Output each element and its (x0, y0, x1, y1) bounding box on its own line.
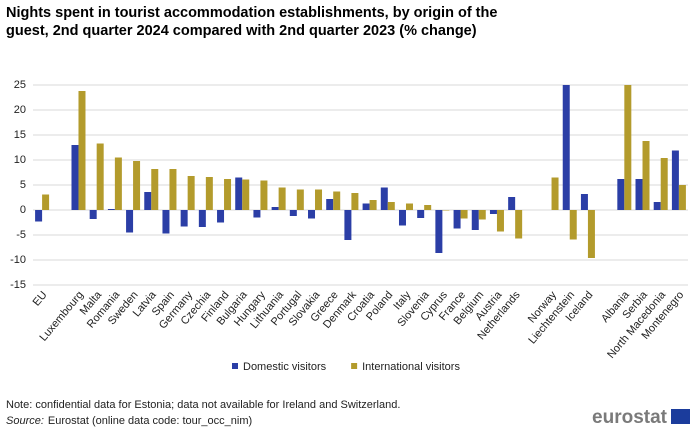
bar (96, 143, 104, 210)
y-tick-label: 10 (14, 154, 26, 166)
bar (271, 207, 279, 210)
y-tick-label: 20 (14, 104, 26, 116)
bar (242, 179, 250, 210)
bar (562, 85, 570, 210)
bar (217, 210, 225, 223)
bar (569, 210, 577, 240)
bar (133, 161, 141, 210)
bar (169, 169, 177, 210)
bar (308, 210, 316, 219)
bar (453, 210, 461, 229)
bar (278, 187, 286, 210)
bar (224, 179, 232, 210)
legend-label: International visitors (362, 361, 460, 373)
legend-swatch (351, 363, 358, 369)
bar (508, 197, 516, 210)
bar (333, 191, 341, 210)
bar (515, 210, 523, 239)
bar (653, 202, 661, 210)
bar (71, 145, 79, 210)
source: Eurostat (online data code: tour_occ_nim… (48, 415, 252, 427)
bar (380, 187, 388, 210)
chart-title: Nights spent in tourist accommodation es… (6, 5, 498, 39)
bar (362, 203, 370, 210)
bar (180, 210, 188, 227)
y-tick-label: -10 (10, 254, 26, 266)
bar (114, 157, 122, 210)
bar (435, 210, 443, 253)
y-tick-label: 5 (20, 179, 26, 191)
bar (107, 209, 115, 210)
bar (235, 177, 243, 210)
bar (624, 85, 632, 210)
bar (253, 210, 261, 218)
bar (671, 150, 679, 210)
bar (398, 210, 406, 226)
bar (460, 210, 468, 219)
bar (496, 210, 504, 232)
bar (424, 205, 432, 210)
bar (642, 141, 650, 210)
bar (162, 210, 170, 234)
bar (187, 176, 195, 210)
bar (678, 185, 686, 210)
bar (587, 210, 595, 258)
bar (387, 202, 395, 210)
bar (405, 203, 413, 210)
bar (296, 189, 304, 210)
bar (89, 210, 97, 219)
bar (126, 210, 134, 233)
x-tick-label: EU (31, 289, 50, 308)
y-tick-label: -15 (10, 279, 26, 291)
note: Note: confidential data for Estonia; dat… (6, 399, 400, 411)
bar (344, 210, 352, 240)
bar (442, 210, 450, 211)
bar (198, 210, 206, 227)
logo: eurostat (592, 407, 668, 428)
legend-label: Domestic visitors (243, 361, 327, 373)
legend-swatch (232, 363, 238, 369)
y-tick-label: -5 (16, 229, 26, 241)
bar (660, 158, 668, 210)
bar (478, 210, 486, 220)
bar (471, 210, 479, 230)
bar (551, 177, 559, 210)
bar (144, 192, 152, 210)
source-label: Source: (6, 415, 44, 427)
bar (35, 210, 43, 222)
bar (351, 193, 359, 210)
bar (635, 179, 643, 210)
bar (78, 91, 86, 210)
bar (369, 200, 377, 210)
bar (205, 177, 213, 210)
bar (151, 169, 159, 210)
bar (289, 210, 297, 216)
bar (580, 194, 588, 210)
bar (315, 189, 323, 210)
y-tick-label: 0 (20, 204, 26, 216)
bar (42, 194, 50, 210)
y-tick-label: 25 (14, 79, 26, 91)
bar (489, 210, 497, 214)
bar (617, 179, 625, 210)
y-tick-label: 15 (14, 129, 26, 141)
logo-flag (671, 409, 690, 424)
bar (326, 199, 334, 210)
bar (417, 210, 425, 218)
bar (260, 180, 268, 210)
